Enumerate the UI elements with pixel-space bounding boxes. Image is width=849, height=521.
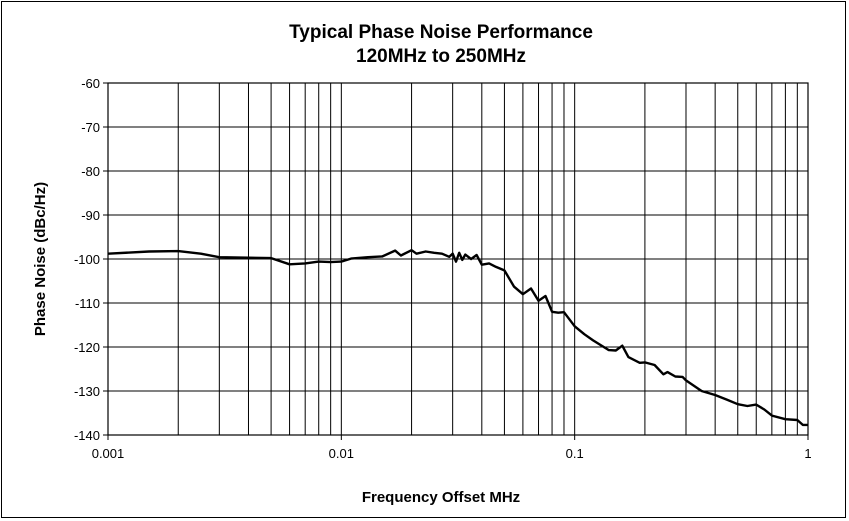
x-tick-label: 1: [804, 446, 811, 461]
y-tick-label: -130: [74, 384, 100, 399]
y-tick-label: -120: [74, 340, 100, 355]
y-tick-label: -60: [81, 76, 100, 91]
y-tick-label: -90: [81, 208, 100, 223]
x-axis-ticks: 0.001 0.01 0.1 1: [92, 435, 812, 461]
phase-noise-line: [107, 249, 808, 427]
y-tick-label: -140: [74, 428, 100, 443]
y-tick-label: -70: [81, 120, 100, 135]
x-tick-label: 0.01: [329, 446, 354, 461]
y-tick-label: -80: [81, 164, 100, 179]
y-tick-label: -110: [75, 296, 100, 311]
y-tick-label: -100: [74, 252, 100, 267]
y-axis-ticks: -60 -70 -80 -90 -100 -110 -120 -130 -140: [74, 76, 108, 443]
x-axis-label: Frequency Offset MHz: [362, 489, 520, 506]
chart-subtitle: 120MHz to 250MHz: [356, 46, 526, 67]
y-axis-label: Phase Noise (dBc/Hz): [32, 182, 49, 336]
x-tick-label: 0.001: [92, 446, 125, 461]
chart-title: Typical Phase Noise Performance: [289, 22, 593, 43]
x-tick-label: 0.1: [566, 446, 584, 461]
